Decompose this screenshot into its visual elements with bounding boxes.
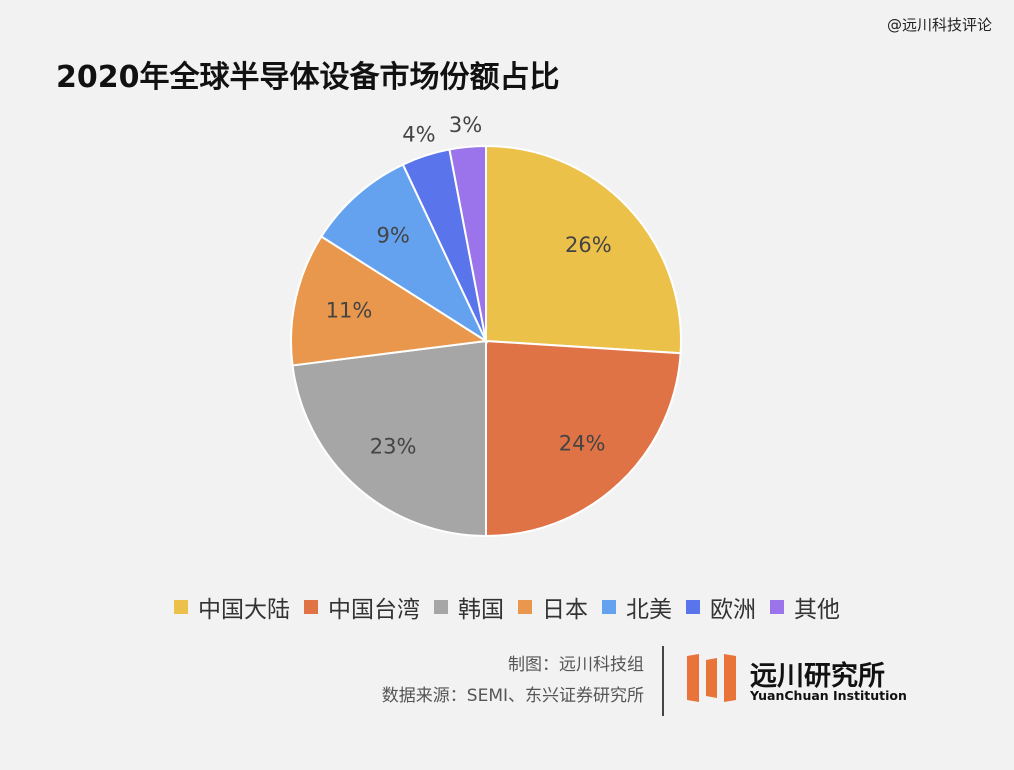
legend-item-0: 中国大陆 <box>174 590 290 624</box>
legend-item-3: 日本 <box>518 590 588 624</box>
logo-name-en: YuanChuan Institution <box>750 688 907 703</box>
legend-item-5: 欧洲 <box>686 590 756 624</box>
legend-swatch-1 <box>304 600 318 614</box>
pie-slice-3 <box>290 235 489 367</box>
legend-swatch-3 <box>518 600 532 614</box>
legend-swatch-5 <box>686 600 700 614</box>
pie-slice-4 <box>319 163 489 344</box>
pie-label-1: 24% <box>559 431 606 455</box>
chart-title: 2020年全球半导体设备市场份额占比 <box>56 60 560 95</box>
pie-label-4: 9% <box>376 224 409 248</box>
legend-label-3: 日本 <box>542 597 588 623</box>
pie-labels: 26% 24% 23% 11% 9% 4% 3% <box>326 113 612 458</box>
credits: 制图：远川科技组 数据来源：SEMI、东兴证券研究所 <box>382 650 644 712</box>
logo-name-cn: 远川研究所 <box>750 661 885 692</box>
pie-chart: 26% 24% 23% 11% 9% 4% 3% <box>290 113 682 538</box>
legend-item-1: 中国台湾 <box>304 590 420 624</box>
pie-label-5: 4% <box>402 123 435 147</box>
pie-slice-2 <box>291 339 487 538</box>
legend-item-2: 韩国 <box>434 590 504 624</box>
pie-label-2: 23% <box>370 434 417 458</box>
legend-label-1: 中国台湾 <box>328 597 420 623</box>
legend-label-6: 其他 <box>794 597 840 623</box>
credit-source: 数据来源：SEMI、东兴证券研究所 <box>381 686 644 706</box>
legend-label-4: 北美 <box>626 597 672 623</box>
legend-swatch-4 <box>602 600 616 614</box>
legend-label-2: 韩国 <box>458 597 504 623</box>
logo-bars-icon <box>687 654 736 702</box>
legend-swatch-2 <box>434 600 448 614</box>
watermark: @远川科技评论 <box>886 16 992 34</box>
pie-slice-0 <box>485 144 682 355</box>
pie-slice-1 <box>485 339 682 538</box>
legend-item-4: 北美 <box>602 590 672 624</box>
legend-swatch-0 <box>174 600 188 614</box>
legend-item-6: 其他 <box>770 590 840 624</box>
chart-legend: 中国大陆 中国台湾 韩国 日本 北美 欧洲 其他 <box>0 590 1014 624</box>
pie-label-6: 3% <box>449 113 482 137</box>
pie-label-3: 11% <box>326 298 373 322</box>
pie-slices <box>290 144 682 538</box>
pie-slice-6 <box>448 144 487 342</box>
credit-maker: 制图：远川科技组 <box>508 655 644 675</box>
divider <box>662 646 664 716</box>
legend-label-5: 欧洲 <box>710 597 756 623</box>
legend-label-0: 中国大陆 <box>198 597 290 623</box>
legend-swatch-6 <box>770 600 784 614</box>
pie-label-0: 26% <box>565 233 612 257</box>
